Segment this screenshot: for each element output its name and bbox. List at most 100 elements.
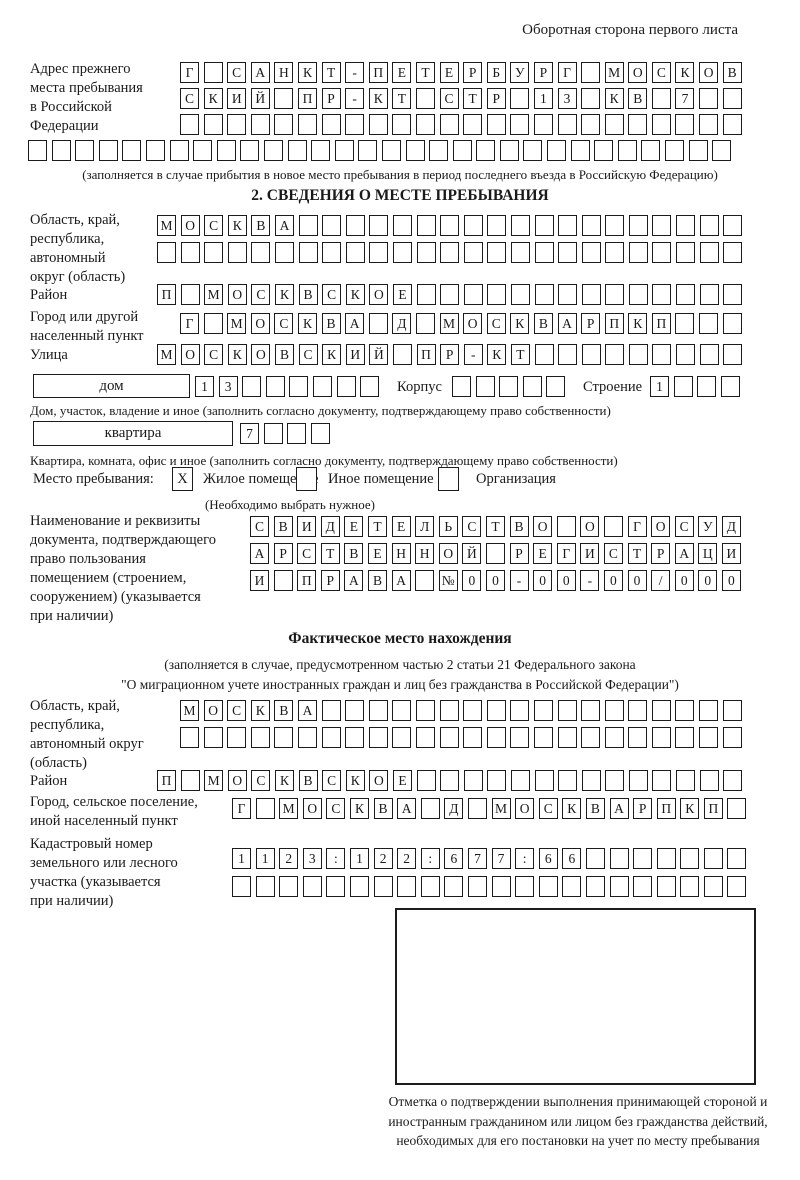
char-cell[interactable]: П (651, 313, 671, 334)
char-cell[interactable]: 3 (302, 848, 322, 869)
organization-checkbox[interactable] (438, 467, 459, 491)
char-cell[interactable] (227, 727, 247, 748)
char-cell[interactable]: П (416, 344, 436, 365)
char-cell[interactable]: В (321, 313, 341, 334)
char-cell[interactable] (463, 242, 483, 263)
char-cell[interactable] (722, 700, 742, 721)
char-cell[interactable]: Т (392, 88, 412, 109)
char-cell[interactable] (680, 876, 700, 897)
char-cell[interactable]: Р (581, 313, 601, 334)
char-cell[interactable]: О (369, 770, 389, 791)
char-cell[interactable]: : (515, 848, 535, 869)
char-cell[interactable]: Ц (698, 543, 718, 564)
char-cell[interactable]: 0 (698, 570, 718, 591)
char-cell[interactable] (273, 570, 293, 591)
char-cell[interactable]: К (368, 88, 388, 109)
char-cell[interactable]: С (250, 516, 269, 537)
char-cell[interactable]: 2 (373, 848, 393, 869)
char-cell[interactable]: Г (180, 62, 199, 83)
char-cell[interactable] (475, 376, 495, 397)
char-cell[interactable]: Н (415, 543, 435, 564)
char-cell[interactable] (486, 727, 506, 748)
char-cell[interactable]: 7 (467, 848, 487, 869)
char-cell[interactable] (652, 215, 672, 236)
char-cell[interactable]: М (204, 770, 224, 791)
char-cell[interactable]: 7 (240, 423, 259, 444)
char-cell[interactable]: А (344, 570, 364, 591)
char-cell[interactable]: А (557, 313, 577, 334)
char-cell[interactable]: О (250, 313, 270, 334)
char-cell[interactable] (605, 242, 625, 263)
char-cell[interactable] (628, 700, 648, 721)
char-cell[interactable]: С (251, 284, 271, 305)
char-cell[interactable] (617, 140, 637, 161)
char-cell[interactable]: А (274, 215, 294, 236)
char-cell[interactable] (515, 876, 535, 897)
char-cell[interactable] (603, 516, 623, 537)
char-cell[interactable]: С (298, 344, 318, 365)
char-cell[interactable] (665, 140, 685, 161)
char-cell[interactable] (699, 215, 719, 236)
char-cell[interactable] (628, 727, 648, 748)
char-cell[interactable]: В (274, 700, 294, 721)
char-cell[interactable] (723, 344, 743, 365)
char-cell[interactable] (510, 215, 530, 236)
char-cell[interactable] (676, 215, 696, 236)
char-cell[interactable]: - (463, 344, 483, 365)
char-cell[interactable] (345, 114, 365, 135)
char-cell[interactable]: А (250, 62, 270, 83)
char-cell[interactable]: О (180, 344, 200, 365)
char-cell[interactable] (368, 313, 388, 334)
char-cell[interactable] (250, 114, 270, 135)
char-cell[interactable]: Д (392, 313, 412, 334)
char-cell[interactable]: М (204, 284, 224, 305)
char-cell[interactable] (538, 876, 558, 897)
char-cell[interactable]: Е (344, 516, 364, 537)
char-cell[interactable] (336, 376, 356, 397)
char-cell[interactable] (534, 242, 554, 263)
char-cell[interactable]: Г (557, 62, 577, 83)
char-cell[interactable] (609, 876, 629, 897)
char-cell[interactable]: О (651, 516, 671, 537)
char-cell[interactable] (467, 876, 487, 897)
char-cell[interactable]: И (297, 516, 317, 537)
char-cell[interactable]: М (227, 313, 247, 334)
char-cell[interactable] (547, 140, 567, 161)
char-cell[interactable] (145, 140, 165, 161)
char-cell[interactable]: 0 (485, 570, 505, 591)
char-cell[interactable] (499, 376, 519, 397)
residential-checkbox[interactable]: X (172, 467, 193, 491)
char-cell[interactable] (420, 798, 440, 819)
char-cell[interactable]: Г (627, 516, 647, 537)
char-cell[interactable] (321, 114, 341, 135)
char-cell[interactable] (392, 215, 412, 236)
char-cell[interactable]: Т (320, 543, 340, 564)
char-cell[interactable] (312, 376, 332, 397)
char-cell[interactable] (349, 876, 369, 897)
char-cell[interactable] (392, 242, 412, 263)
char-cell[interactable]: - (345, 62, 365, 83)
char-cell[interactable] (476, 140, 496, 161)
char-cell[interactable] (287, 423, 307, 444)
char-cell[interactable] (605, 215, 625, 236)
char-cell[interactable] (250, 727, 270, 748)
char-cell[interactable]: 7 (491, 848, 511, 869)
char-cell[interactable]: В (628, 88, 648, 109)
char-cell[interactable]: П (297, 88, 317, 109)
char-cell[interactable]: В (367, 570, 387, 591)
char-cell[interactable]: С (204, 215, 224, 236)
char-cell[interactable]: О (302, 798, 322, 819)
char-cell[interactable] (397, 876, 417, 897)
char-cell[interactable]: К (274, 770, 294, 791)
char-cell[interactable] (322, 242, 342, 263)
char-cell[interactable]: К (322, 344, 342, 365)
char-cell[interactable] (557, 700, 577, 721)
char-cell[interactable] (368, 727, 388, 748)
char-cell[interactable]: П (703, 798, 723, 819)
char-cell[interactable] (491, 876, 511, 897)
char-cell[interactable] (369, 215, 389, 236)
char-cell[interactable] (216, 140, 236, 161)
char-cell[interactable]: И (345, 344, 365, 365)
char-cell[interactable] (255, 798, 275, 819)
char-cell[interactable] (703, 848, 723, 869)
